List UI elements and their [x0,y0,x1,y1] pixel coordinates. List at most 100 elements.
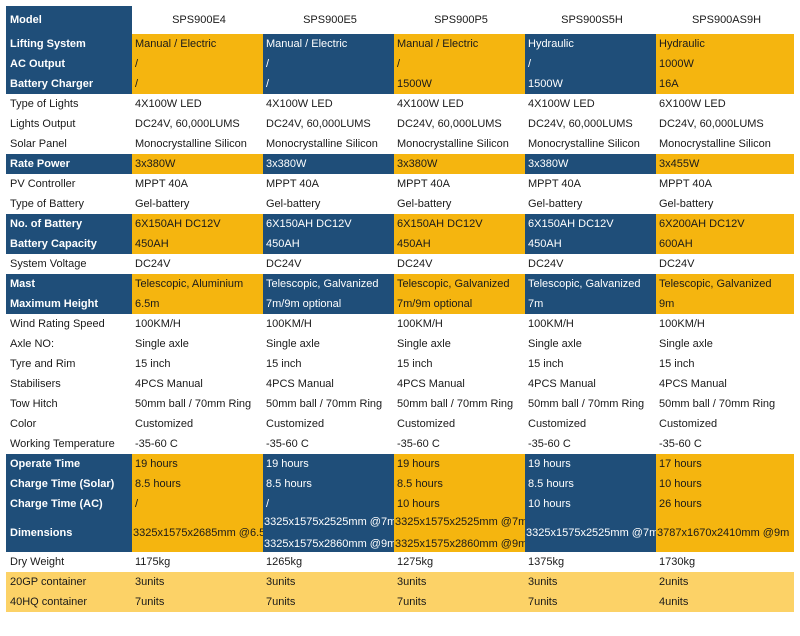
spec-row: 20GP container 3units 3units 3units 3units 2u… [6,572,794,592]
row-value: 100KM/H [528,318,574,330]
spec-row: Dry Weight 1175kg 1265kg 1275kg 1375kg 1730kg [6,552,794,572]
row-value: 15 inch [266,358,302,370]
spec-row: Rate Power 3x380W 3x380W 3x380W 3x380W 3x455W [6,154,794,174]
row-label: Operate Time [6,454,132,474]
row-value: 6X100W LED [659,98,726,110]
row-value: Telescopic, Galvanized [394,274,525,294]
row-value: 19 hours [263,454,394,474]
row-value: Customized [266,418,325,430]
row-value: Single axle [266,338,320,350]
row-value: 3x455W [656,154,794,174]
row-value: 6X150AH DC12V [525,214,656,234]
spec-row: Working Temperature -35-60 C -35-60 C -35-6… [6,434,794,454]
row-value: Manual / Electric [394,34,525,54]
row-value: 16A [656,74,794,94]
row-value: MPPT 40A [135,178,188,190]
row-label: PV Controller [10,178,76,190]
row-label: Type of Lights [10,98,79,110]
row-value: Gel-battery [528,198,583,210]
row-value: 19 hours [394,454,525,474]
row-value: 10 hours [525,494,656,514]
dimension-text: 3787x1670x2410mm @9m [657,527,790,539]
dimension-text: 3325x1575x2525mm @7m [264,516,394,528]
row-label: Charge Time (AC) [6,494,132,514]
row-value: / [132,74,263,94]
row-value: / [263,494,394,514]
row-value: Monocrystalline Silicon [528,138,640,150]
dimension-value: 3325x1575x2525mm @7m 3325x1575x2860mm @9m [394,514,525,552]
row-value: 17 hours [656,454,794,474]
row-value: 1375kg [528,556,565,568]
dimensions-row: Dimensions 3325x1575x2685mm @6.5m 3325x157… [6,514,794,552]
row-value: 15 inch [528,358,564,370]
dimension-text: 3325x1575x2525mm @7m [526,527,656,539]
row-value: 100KM/H [135,318,181,330]
row-value: 3units [132,572,263,592]
row-value: 4X100W LED [266,98,333,110]
row-label: Lifting System [6,34,132,54]
row-label: Battery Charger [6,74,132,94]
dimension-text: 3325x1575x2685mm @6.5m [133,527,263,539]
row-label: 20GP container [6,572,132,592]
row-value: Customized [528,418,587,430]
spec-row: Tow Hitch 50mm ball / 70mm Ring 50mm ball … [6,394,794,414]
row-value: 7units [132,592,263,612]
row-value: DC24V, 60,000LUMS [528,118,633,130]
row-value: 6X150AH DC12V [394,214,525,234]
row-value: 10 hours [656,474,794,494]
spec-row: Battery Capacity 450AH 450AH 450AH 450AH 600A… [6,234,794,254]
row-value: DC24V [266,258,302,270]
row-value: 15 inch [397,358,433,370]
row-value: 100KM/H [397,318,443,330]
row-value: MPPT 40A [397,178,450,190]
row-value: DC24V [528,258,564,270]
row-value: 3x380W [394,154,525,174]
row-value: / [132,54,263,74]
table-body: Model SPS900E4 SPS900E5 SPS900P5 SPS900S5H SP… [6,6,794,612]
spec-row: Lights Output DC24V, 60,000LUMS DC24V, 60,… [6,114,794,134]
row-label: AC Output [6,54,132,74]
row-value: Customized [659,418,718,430]
row-label: Battery Capacity [6,234,132,254]
row-value: Single axle [135,338,189,350]
row-label: Maximum Height [6,294,132,314]
row-value: Monocrystalline Silicon [659,138,771,150]
spec-row: Type of Lights 4X100W LED 4X100W LED 4X100W… [6,94,794,114]
row-value: DC24V, 60,000LUMS [266,118,371,130]
spec-row: System Voltage DC24V DC24V DC24V DC24V DC24V [6,254,794,274]
row-value: 7units [394,592,525,612]
row-value: DC24V, 60,000LUMS [659,118,764,130]
row-value: 3units [263,572,394,592]
row-label: 40HQ container [6,592,132,612]
row-label: Rate Power [6,154,132,174]
row-value: -35-60 C [659,438,702,450]
row-value: 7m/9m optional [394,294,525,314]
row-value: 3units [525,572,656,592]
row-label: Dimensions [6,514,132,552]
row-value: 6.5m [132,294,263,314]
row-value: Hydraulic [656,34,794,54]
row-value: 4X100W LED [397,98,464,110]
spec-row: 40HQ container 7units 7units 7units 7units 4u… [6,592,794,612]
spec-row: Charge Time (Solar) 8.5 hours 8.5 hours 8.5… [6,474,794,494]
row-value: 450AH [263,234,394,254]
row-label: Stabilisers [10,378,61,390]
row-value: 8.5 hours [394,474,525,494]
row-label: Tyre and Rim [10,358,76,370]
model-name: SPS900E5 [303,14,357,26]
row-value: 7units [263,592,394,612]
spec-row: Stabilisers 4PCS Manual 4PCS Manual 4PCS Ma… [6,374,794,394]
row-value: -35-60 C [266,438,309,450]
row-value: Telescopic, Galvanized [263,274,394,294]
row-value: 15 inch [135,358,171,370]
spec-row: Color Customized Customized Customized Custo… [6,414,794,434]
row-label: Mast [6,274,132,294]
row-value: 7m/9m optional [263,294,394,314]
row-value: -35-60 C [135,438,178,450]
row-value: 2units [656,572,794,592]
row-value: / [263,74,394,94]
row-value: 4PCS Manual [397,378,465,390]
row-value: 3units [394,572,525,592]
row-value: 19 hours [132,454,263,474]
row-value: DC24V [135,258,171,270]
